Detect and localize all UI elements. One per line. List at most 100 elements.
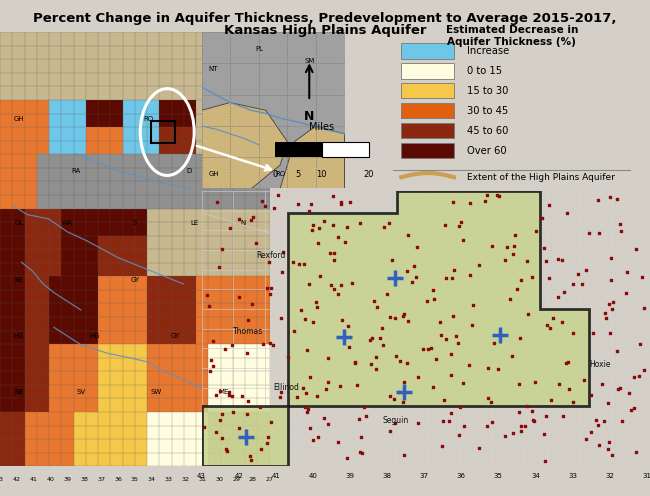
Bar — [135, 113, 148, 127]
Point — [467, 321, 477, 329]
Point — [447, 274, 457, 282]
Bar — [111, 72, 123, 86]
Bar — [73, 262, 86, 276]
Bar — [135, 371, 148, 385]
Point — [567, 280, 578, 288]
Bar — [257, 398, 270, 412]
Bar — [12, 249, 25, 263]
Bar — [135, 140, 148, 154]
Point — [626, 406, 636, 414]
Bar — [135, 100, 148, 114]
Point — [540, 457, 551, 465]
Bar — [221, 398, 233, 412]
Point — [592, 195, 603, 203]
Bar — [147, 438, 160, 453]
Bar — [159, 452, 172, 466]
Text: D: D — [186, 168, 192, 174]
Bar — [221, 154, 233, 168]
Bar — [123, 384, 135, 398]
Bar — [12, 412, 25, 426]
Point — [242, 397, 253, 405]
Bar — [0, 140, 12, 154]
Bar — [37, 371, 49, 385]
Bar — [37, 384, 49, 398]
Bar — [184, 168, 196, 182]
Bar — [111, 330, 123, 344]
Bar — [111, 452, 123, 466]
Bar — [257, 276, 270, 290]
Bar — [86, 371, 98, 385]
Point — [333, 290, 343, 298]
Point — [443, 417, 454, 425]
Point — [319, 217, 330, 225]
Point — [224, 388, 234, 396]
Bar — [98, 59, 110, 73]
Point — [314, 224, 324, 232]
Bar — [111, 127, 123, 141]
Text: RA: RA — [71, 168, 80, 174]
Bar — [61, 276, 74, 290]
Bar — [233, 249, 246, 263]
Bar — [86, 398, 98, 412]
Point — [398, 378, 409, 386]
Bar — [86, 438, 98, 453]
Point — [350, 359, 361, 367]
Bar — [61, 154, 74, 168]
Bar — [257, 452, 270, 466]
Text: S: S — [133, 220, 137, 226]
Bar — [25, 113, 37, 127]
Bar — [147, 140, 160, 154]
Point — [437, 417, 448, 425]
Point — [437, 442, 447, 450]
Bar — [73, 303, 86, 317]
Bar — [61, 384, 74, 398]
Bar — [209, 113, 221, 127]
Text: Over 60: Over 60 — [467, 146, 507, 156]
Text: LE: LE — [190, 220, 198, 226]
Text: 10: 10 — [317, 170, 327, 179]
Bar — [25, 425, 37, 439]
Point — [211, 391, 221, 399]
Point — [308, 435, 318, 443]
Point — [621, 267, 632, 275]
Text: KE: KE — [14, 277, 23, 283]
Bar — [73, 154, 86, 168]
Bar — [221, 208, 233, 222]
Bar — [135, 316, 148, 331]
Bar — [123, 303, 135, 317]
Bar — [159, 194, 172, 208]
Point — [435, 318, 445, 326]
Bar — [184, 290, 196, 304]
Bar — [61, 168, 74, 182]
Point — [474, 444, 484, 452]
Bar — [135, 168, 148, 182]
Point — [391, 352, 401, 360]
Bar — [209, 384, 221, 398]
Bar — [111, 344, 123, 358]
Text: 40: 40 — [47, 477, 55, 482]
Bar — [37, 194, 49, 208]
Bar — [184, 45, 196, 60]
Bar — [111, 154, 123, 168]
Bar — [196, 357, 209, 372]
Point — [577, 280, 587, 288]
Bar — [172, 371, 184, 385]
Point — [403, 316, 413, 324]
Bar — [111, 140, 123, 154]
Bar — [0, 412, 12, 426]
Bar — [135, 249, 148, 263]
Bar — [49, 371, 62, 385]
Point — [603, 445, 613, 453]
Text: NE: NE — [14, 389, 23, 395]
Bar — [135, 262, 148, 276]
Point — [371, 353, 382, 361]
Point — [606, 254, 616, 262]
Bar — [245, 100, 258, 114]
Bar — [159, 371, 172, 385]
Bar — [147, 113, 160, 127]
Bar — [98, 235, 110, 249]
Bar — [73, 222, 86, 236]
Point — [584, 229, 594, 237]
Bar — [209, 32, 221, 46]
Bar — [184, 140, 196, 154]
